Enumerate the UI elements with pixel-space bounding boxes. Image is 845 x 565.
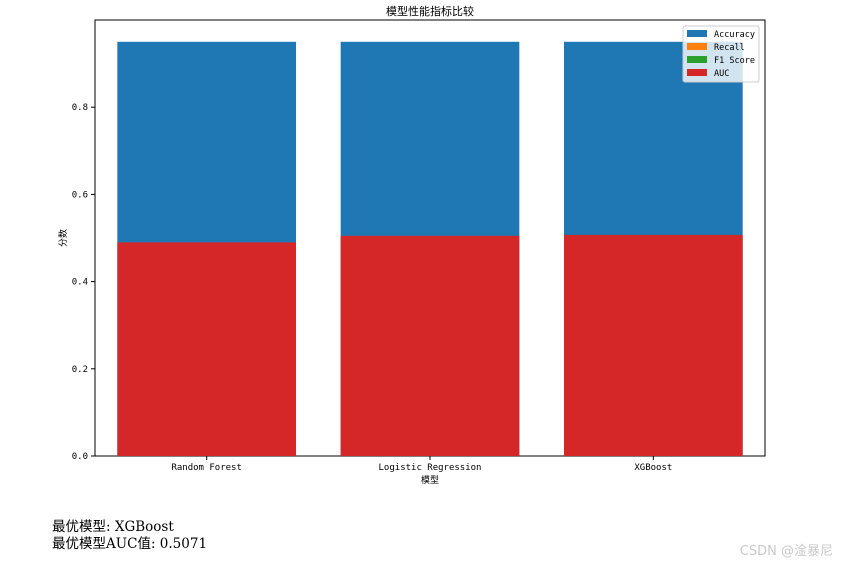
y-tick-label: 0.6: [72, 190, 88, 200]
bar-auc-2: [564, 234, 743, 456]
y-axis-label: 分数: [57, 229, 69, 247]
x-axis-label: 模型: [421, 475, 439, 486]
summary-text: 最优模型: XGBoost 最优模型AUC值: 0.5071: [52, 519, 207, 553]
axis-layer: 0.0 0.2 0.4 0.6 0.8 Random Forest Logistic Reg…: [72, 103, 673, 473]
chart-title: 模型性能指标比较: [386, 4, 474, 18]
x-tick-label: XGBoost: [634, 463, 672, 473]
legend-label-f1-score: F1 Score: [714, 56, 755, 66]
x-tick-label: Random Forest: [171, 463, 241, 473]
y-tick-label: 0.2: [72, 365, 88, 375]
legend-label-auc: AUC: [714, 69, 729, 79]
legend-swatch-f1-score: [687, 56, 707, 63]
y-tick-label: 0.8: [72, 103, 88, 113]
legend-label-accuracy: Accuracy: [714, 30, 755, 40]
best-auc-line: 最优模型AUC值: 0.5071: [52, 536, 208, 552]
x-tick-label: Logistic Regression: [379, 463, 482, 473]
legend-swatch-auc: [687, 69, 707, 76]
bars-layer: [117, 41, 743, 457]
legend-label-recall: Recall: [714, 43, 745, 53]
bar-auc-1: [340, 235, 520, 456]
legend: Accuracy Recall F1 Score AUC: [682, 25, 760, 83]
bar-auc-0: [117, 242, 296, 456]
legend-box: [682, 25, 760, 83]
y-tick-label: 0.4: [72, 278, 88, 288]
legend-swatch-accuracy: [687, 30, 707, 37]
best-model-line: 最优模型: XGBoost: [52, 519, 174, 535]
y-tick-label: 0.0: [72, 452, 88, 462]
legend-swatch-recall: [687, 43, 707, 50]
watermark: CSDN @淦暴尼: [739, 544, 833, 559]
